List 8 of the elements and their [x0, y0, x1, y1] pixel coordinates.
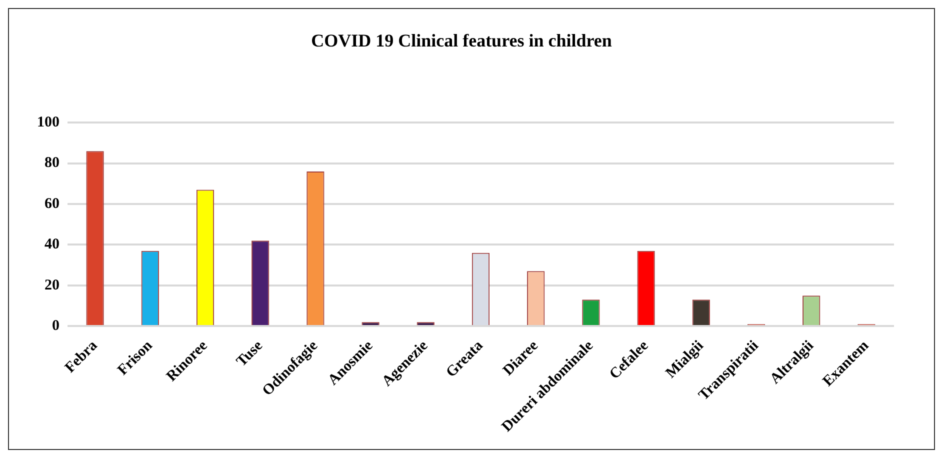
y-tick-label: 40: [44, 236, 60, 253]
y-tick-label: 0: [52, 318, 60, 334]
y-tick-label: 20: [44, 277, 60, 294]
y-tick-label: 60: [44, 196, 60, 212]
y-tick-label: 80: [44, 155, 60, 172]
chart-title: COVID 19 Clinical features in children: [311, 30, 612, 50]
x-tick-label: Tuse: [234, 338, 266, 370]
y-tick-label: 100: [37, 114, 60, 130]
